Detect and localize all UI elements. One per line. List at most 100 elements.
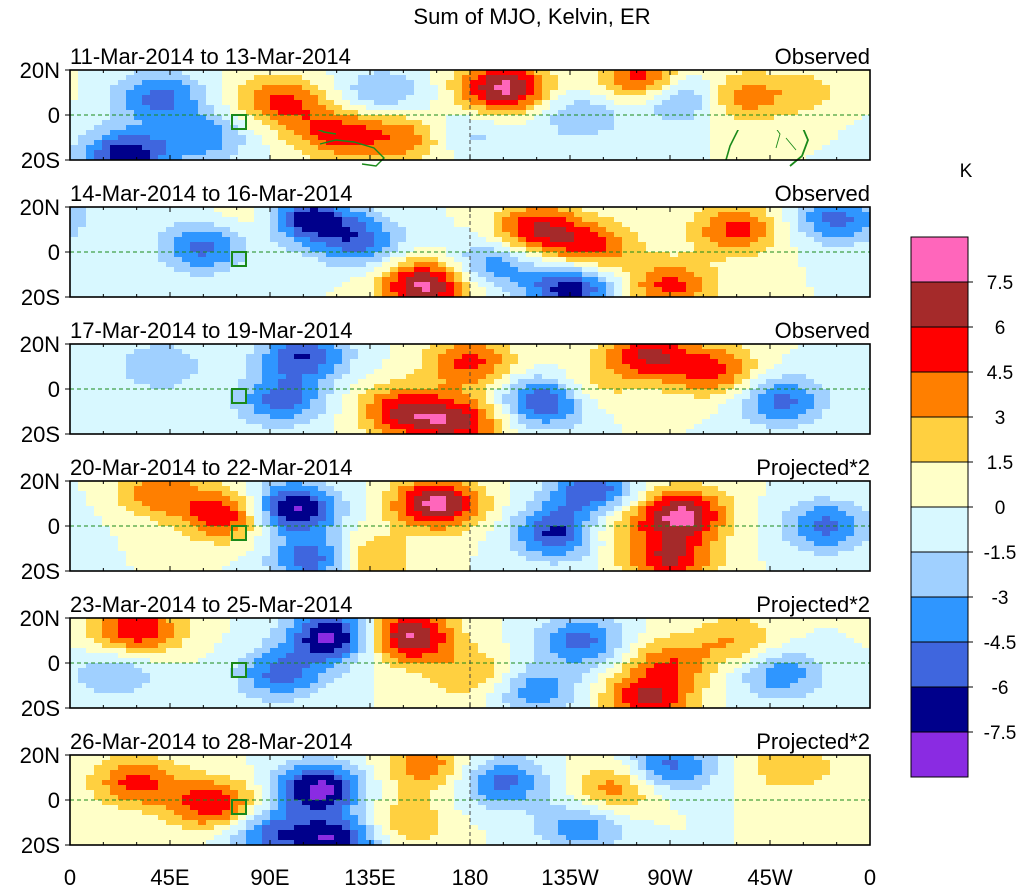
heatmap-cell bbox=[214, 394, 223, 400]
heatmap-cell bbox=[454, 404, 463, 410]
heatmap-cell bbox=[446, 227, 455, 233]
heatmap-cell bbox=[358, 379, 367, 385]
heatmap-cell bbox=[550, 404, 559, 410]
heatmap-cell bbox=[278, 100, 287, 106]
heatmap-cell bbox=[766, 384, 775, 390]
heatmap-cell bbox=[566, 227, 575, 233]
heatmap-cell bbox=[406, 227, 415, 233]
heatmap-cell bbox=[710, 242, 719, 248]
heatmap-cell bbox=[358, 242, 367, 248]
heatmap-cell bbox=[654, 277, 663, 283]
heatmap-cell bbox=[438, 247, 447, 253]
heatmap-cell bbox=[622, 399, 631, 405]
heatmap-cell bbox=[534, 364, 543, 370]
heatmap-cell bbox=[214, 287, 223, 293]
heatmap-cell bbox=[478, 115, 487, 121]
heatmap-cell bbox=[838, 267, 847, 273]
heatmap-cell bbox=[286, 120, 295, 126]
heatmap-cell bbox=[342, 232, 351, 238]
heatmap-cell bbox=[214, 242, 223, 248]
heatmap-cell bbox=[302, 217, 311, 223]
heatmap-cell bbox=[558, 110, 567, 116]
heatmap-cell bbox=[438, 222, 447, 228]
heatmap-cell bbox=[142, 267, 151, 273]
heatmap-cell bbox=[854, 217, 863, 223]
heatmap-cell bbox=[790, 379, 799, 385]
heatmap-cell bbox=[350, 145, 359, 151]
heatmap-cell bbox=[134, 85, 143, 91]
heatmap-cell bbox=[686, 120, 695, 126]
heatmap-cell bbox=[678, 344, 687, 350]
heatmap-cell bbox=[70, 75, 79, 81]
heatmap-cell bbox=[310, 212, 319, 218]
heatmap-cell bbox=[254, 394, 263, 400]
heatmap-cell bbox=[358, 287, 367, 293]
heatmap-cell bbox=[486, 140, 495, 146]
heatmap-cell bbox=[814, 404, 823, 410]
heatmap-cell bbox=[110, 242, 119, 248]
heatmap-cell bbox=[438, 120, 447, 126]
heatmap-cell bbox=[518, 120, 527, 126]
heatmap-cell bbox=[158, 349, 167, 355]
heatmap-cell bbox=[638, 242, 647, 248]
heatmap-cell bbox=[718, 282, 727, 288]
heatmap-cell bbox=[582, 95, 591, 101]
heatmap-cell bbox=[854, 369, 863, 375]
heatmap-cell bbox=[494, 95, 503, 101]
heatmap-cell bbox=[846, 237, 855, 243]
heatmap-cell bbox=[614, 409, 623, 415]
heatmap-cell bbox=[678, 237, 687, 243]
heatmap-cell bbox=[614, 267, 623, 273]
heatmap-cell bbox=[158, 389, 167, 395]
heatmap-cell bbox=[102, 247, 111, 253]
heatmap-cell bbox=[582, 277, 591, 283]
heatmap-cell bbox=[366, 115, 375, 121]
heatmap-cell bbox=[382, 105, 391, 111]
heatmap-cell bbox=[838, 145, 847, 151]
heatmap-cell bbox=[606, 100, 615, 106]
heatmap-cell bbox=[822, 150, 831, 156]
heatmap-cell bbox=[126, 110, 135, 116]
heatmap-cell bbox=[310, 130, 319, 136]
heatmap-cell bbox=[126, 364, 135, 370]
heatmap-cell bbox=[118, 145, 127, 151]
heatmap-cell bbox=[102, 399, 111, 405]
heatmap-cell bbox=[814, 267, 823, 273]
heatmap-cell bbox=[662, 344, 671, 350]
heatmap-cell bbox=[534, 262, 543, 268]
heatmap-cell bbox=[782, 150, 791, 156]
heatmap-cell bbox=[374, 217, 383, 223]
heatmap-cell bbox=[846, 145, 855, 151]
heatmap-cell bbox=[526, 267, 535, 273]
heatmap-cell bbox=[630, 105, 639, 111]
heatmap-cell bbox=[358, 217, 367, 223]
heatmap-cell bbox=[262, 232, 271, 238]
heatmap-cell bbox=[118, 115, 127, 121]
heatmap-cell bbox=[574, 237, 583, 243]
heatmap-cell bbox=[670, 247, 679, 253]
heatmap-cell bbox=[134, 212, 143, 218]
heatmap-cell bbox=[662, 135, 671, 141]
heatmap-cell bbox=[830, 150, 839, 156]
heatmap-cell bbox=[206, 369, 215, 375]
heatmap-cell bbox=[590, 85, 599, 91]
heatmap-cell bbox=[222, 262, 231, 268]
heatmap-cell bbox=[662, 394, 671, 400]
heatmap-cell bbox=[566, 75, 575, 81]
heatmap-cell bbox=[206, 237, 215, 243]
heatmap-cell bbox=[774, 130, 783, 136]
heatmap-cell bbox=[142, 409, 151, 415]
heatmap-cell bbox=[774, 354, 783, 360]
heatmap-cell bbox=[326, 70, 335, 76]
heatmap-cell bbox=[478, 364, 487, 370]
heatmap-cell bbox=[430, 110, 439, 116]
heatmap-cell bbox=[798, 282, 807, 288]
heatmap-cell bbox=[470, 374, 479, 380]
heatmap-cell bbox=[822, 217, 831, 223]
heatmap-cell bbox=[294, 212, 303, 218]
heatmap-cell bbox=[638, 232, 647, 238]
heatmap-cell bbox=[830, 100, 839, 106]
heatmap-cell bbox=[126, 287, 135, 293]
heatmap-cell bbox=[302, 267, 311, 273]
heatmap-cell bbox=[806, 379, 815, 385]
